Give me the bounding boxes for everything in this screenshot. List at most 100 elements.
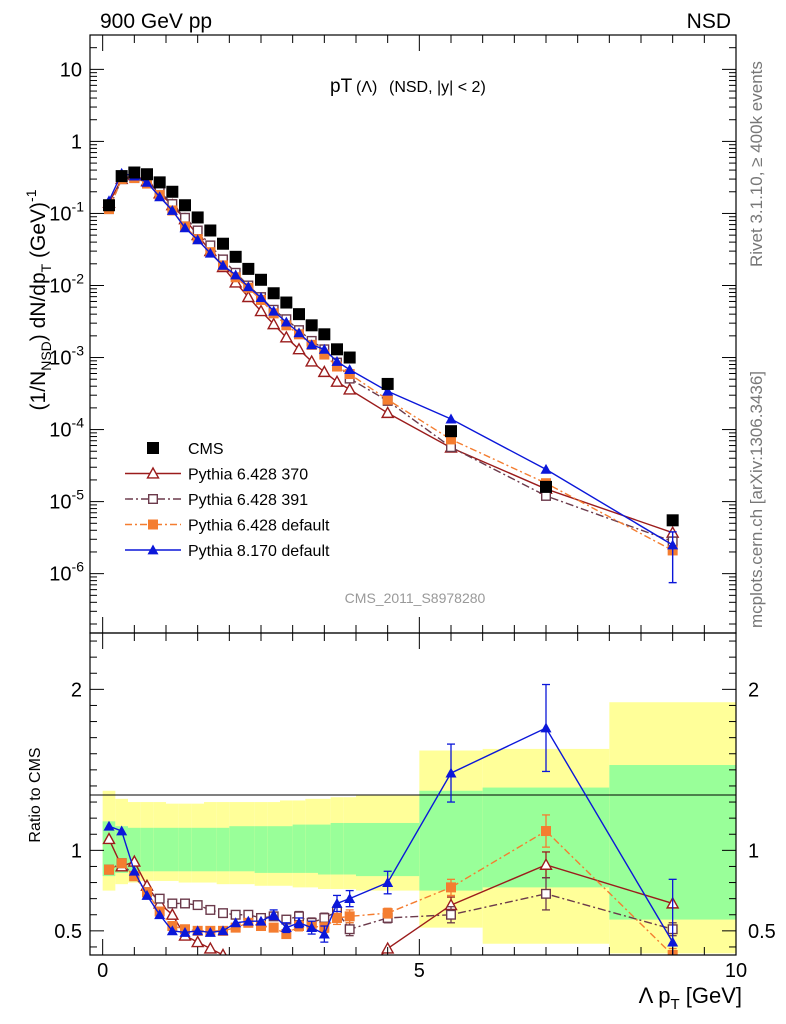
green-band-segment	[267, 826, 280, 873]
green-band-segment	[153, 827, 166, 872]
green-band-segment	[356, 822, 420, 877]
legend-label-cms: CMS	[188, 441, 224, 458]
ratio-point-p370	[539, 857, 553, 870]
svg-text:Λ pT [GeV]: Λ pT [GeV]	[639, 983, 742, 1013]
data-point-p370	[380, 406, 395, 419]
ratio-point-p8	[128, 865, 140, 876]
ratio-point-p8	[242, 915, 254, 926]
data-point-cms	[280, 296, 293, 309]
data-point-p8	[540, 463, 552, 474]
upper-y-tick-label: 10	[60, 59, 82, 81]
data-point-cms	[115, 170, 128, 183]
ratio-point-pdefault	[104, 864, 114, 875]
ratio-point-p370	[190, 935, 205, 948]
ratio-point-p370	[235, 954, 236, 955]
lower-axis-ticks: 0.5 0.5 1 1 2 2 0 5 10	[54, 633, 776, 982]
data-point-p8	[667, 539, 679, 550]
data-point-cms	[267, 287, 280, 300]
ratio-point-p8	[103, 820, 115, 831]
green-band-segment	[330, 822, 344, 875]
data-point-p370	[254, 304, 268, 317]
ratio-point-pdefault	[332, 912, 342, 923]
upper-y-tick-label: 10-4	[49, 415, 84, 442]
header-left-label: 900 GeV pp	[100, 10, 212, 33]
data-point-p8	[141, 176, 153, 187]
green-band-segment	[305, 824, 318, 873]
data-point-p8	[217, 259, 229, 270]
data-point-p370	[330, 374, 344, 387]
ratio-point-p370	[281, 974, 292, 984]
data-point-cms	[666, 514, 679, 527]
data-point-cms	[153, 176, 166, 189]
ratio-point-p370	[332, 983, 343, 993]
legend-label-p370: Pythia 6.428 370	[188, 467, 308, 484]
data-point-p370	[279, 330, 294, 343]
ratio-point-p8	[141, 889, 153, 900]
upper-y-axis-title: (1/NNSD) dN/dpT (GeV)-1	[23, 189, 54, 410]
legend-marker-p391	[147, 494, 158, 505]
ratio-point-p391	[179, 898, 190, 909]
data-point-p370	[266, 317, 281, 330]
ratio-point-p391	[205, 904, 216, 915]
legend: CMS Pythia 6.428 370 Pythia 6.428 391 Pythi…	[125, 441, 330, 560]
data-point-p8	[242, 281, 254, 292]
ratio-point-p391	[217, 908, 228, 919]
ratio-line-pdefault	[108, 830, 674, 955]
ratio-point-p370	[243, 961, 254, 971]
ratio-point-p8	[382, 877, 394, 887]
ratio-point-pdefault	[129, 871, 140, 882]
green-band-segment	[343, 822, 356, 875]
ratio-point-p391	[167, 898, 178, 909]
data-point-p370	[304, 354, 319, 367]
ratio-point-p8	[306, 922, 318, 933]
ratio-point-p370	[344, 983, 355, 993]
ratio-point-p391	[541, 888, 552, 899]
lower-y-tick-label-right: 1	[748, 840, 759, 862]
legend-marker-cms	[147, 442, 159, 454]
data-point-p8	[280, 316, 292, 327]
green-band-segment	[254, 826, 268, 873]
ratio-point-p370	[165, 907, 180, 920]
x-tick-label: 5	[414, 960, 425, 982]
rivet-version-label: Rivet 3.1.10, ≥ 400k events	[747, 61, 766, 267]
plot-title-symbol: (Λ)	[356, 79, 377, 96]
data-point-cms	[128, 166, 141, 179]
ratio-point-p391	[446, 909, 457, 920]
green-band-segment	[318, 824, 331, 875]
ratio-point-p8	[217, 925, 229, 936]
green-band-segment	[102, 821, 116, 877]
data-point-p8	[318, 343, 330, 354]
ratio-point-p8	[230, 917, 242, 928]
data-point-cms	[217, 237, 229, 250]
ratio-point-p8	[344, 893, 356, 904]
data-point-p8	[293, 327, 305, 338]
data-point-cms	[242, 262, 255, 275]
lower-y-tick-label-right: 2	[748, 679, 759, 701]
upper-y-tick-label: 10-2	[49, 270, 84, 297]
ratio-point-p8	[116, 825, 128, 836]
ratio-point-pdefault	[541, 826, 551, 837]
data-point-cms	[445, 425, 457, 438]
lower-y-tick-label: 0.5	[54, 921, 82, 943]
ratio-point-pdefault	[256, 921, 266, 932]
data-point-cms	[141, 168, 153, 181]
data-point-cms	[318, 328, 331, 341]
data-point-cms	[343, 351, 356, 364]
ratio-point-p8	[445, 767, 457, 778]
ratio-point-p370	[102, 832, 116, 845]
data-point-p8	[230, 269, 242, 280]
data-point-cms	[305, 319, 318, 332]
lower-y-axis-title: Ratio to CMS	[27, 747, 44, 842]
ratio-line-p8	[108, 727, 674, 943]
mcplots-source-label: mcplots.cern.ch [arXiv:1306.3436]	[747, 371, 766, 628]
lower-y-tick-label-right: 0.5	[748, 921, 776, 943]
ratio-point-pdefault	[382, 908, 393, 919]
data-point-cms	[229, 250, 242, 263]
data-point-p8	[306, 339, 318, 350]
data-point-p391	[179, 212, 190, 223]
ratio-point-p8	[204, 926, 216, 937]
data-point-cms	[179, 199, 191, 212]
ratio-point-pdefault	[446, 882, 456, 893]
upper-y-tick-label: 10-1	[49, 198, 84, 225]
